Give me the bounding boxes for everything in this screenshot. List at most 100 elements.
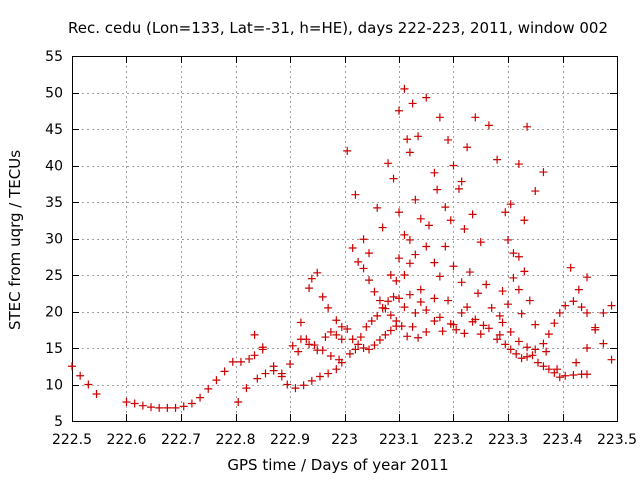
data-point [422, 93, 431, 102]
data-point [553, 365, 562, 374]
data-point [520, 216, 529, 225]
data-point [457, 308, 466, 317]
data-point [277, 369, 286, 378]
data-point [544, 365, 553, 374]
data-point [517, 309, 526, 318]
data-point [422, 306, 431, 315]
data-point [424, 221, 433, 230]
data-point [539, 339, 548, 348]
data-point [523, 343, 532, 352]
data-point [465, 268, 474, 277]
data-point [365, 249, 374, 258]
data-point [460, 329, 469, 338]
data-point [471, 113, 480, 122]
data-point [599, 339, 608, 348]
data-point [468, 210, 477, 219]
data-point [310, 341, 319, 350]
data-point [555, 308, 564, 317]
data-point [365, 276, 374, 285]
data-point [460, 225, 469, 234]
data-points [68, 84, 616, 412]
data-point [332, 365, 341, 374]
data-point [343, 325, 352, 334]
data-point [457, 278, 466, 287]
data-point [326, 352, 335, 361]
data-point [405, 235, 414, 244]
data-point [495, 330, 504, 339]
data-point [435, 313, 444, 322]
x-tick-label: 223.5 [597, 432, 637, 448]
data-point [416, 214, 425, 223]
data-point [354, 257, 363, 266]
data-point [305, 340, 314, 349]
data-point [386, 311, 395, 320]
data-point [591, 323, 600, 332]
y-tick-label: 40 [45, 159, 63, 175]
data-point [378, 223, 387, 232]
y-tick-label: 20 [45, 305, 63, 321]
data-point [359, 235, 368, 244]
data-point [506, 327, 515, 336]
x-tick-label: 222.9 [270, 432, 310, 448]
data-point [155, 403, 164, 412]
data-point [348, 243, 357, 252]
data-point [337, 335, 346, 344]
chart-title: Rec. cedu (Lon=133, Lat=-31, h=HE), days… [68, 19, 608, 37]
data-point [408, 322, 417, 331]
x-tick-label: 223 [331, 432, 358, 448]
data-point [384, 159, 393, 168]
data-point [291, 384, 300, 393]
data-point [337, 322, 346, 331]
data-point [495, 311, 504, 320]
data-point [245, 354, 254, 363]
data-point [506, 345, 515, 354]
data-point [506, 200, 515, 209]
data-point [179, 402, 188, 411]
x-tick-label: 223.3 [488, 432, 528, 448]
data-point [574, 285, 583, 294]
data-point [400, 271, 409, 279]
data-point [446, 216, 455, 225]
data-point [286, 360, 294, 369]
data-point [335, 355, 344, 364]
data-point [356, 333, 365, 342]
data-point [384, 297, 393, 306]
data-point [288, 341, 297, 350]
data-point [422, 327, 431, 336]
data-point [395, 208, 403, 217]
data-point [386, 326, 395, 335]
data-point [514, 252, 523, 261]
data-point [395, 106, 403, 115]
data-point [389, 292, 398, 301]
data-point [512, 349, 521, 358]
data-point [392, 276, 401, 285]
x-tick-label: 223.4 [542, 432, 582, 448]
data-point [92, 389, 101, 398]
data-point [484, 121, 493, 130]
data-point [296, 335, 305, 344]
data-point [258, 345, 267, 354]
data-point [422, 242, 431, 251]
data-point [400, 84, 409, 93]
data-point [411, 195, 420, 204]
data-point [438, 327, 447, 336]
data-point [234, 398, 243, 407]
data-point [359, 344, 368, 352]
data-point [345, 349, 354, 358]
data-point [414, 132, 423, 141]
y-tick-label: 55 [45, 49, 63, 65]
data-point [375, 296, 384, 305]
data-point [468, 317, 477, 326]
data-point [498, 287, 507, 296]
x-tick-label: 222.5 [52, 432, 92, 448]
y-tick-label: 25 [45, 268, 63, 284]
data-point [332, 330, 341, 339]
data-point [397, 322, 406, 331]
data-point [261, 369, 270, 378]
y-axis-label: STEC from uqrg / TECUs [6, 150, 24, 330]
data-point [373, 311, 382, 320]
data-point [400, 230, 409, 239]
x-tick-label: 222.8 [215, 432, 255, 448]
data-point [501, 340, 510, 349]
data-point [408, 99, 417, 108]
